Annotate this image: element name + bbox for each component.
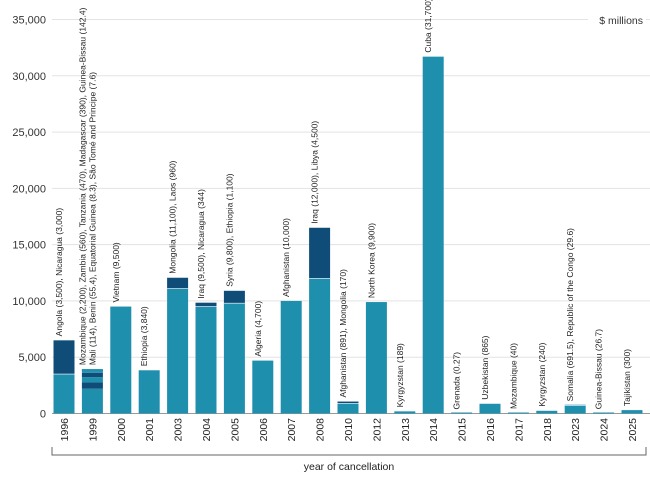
- bar-segment-2006-0: [252, 360, 274, 414]
- y-tick-label: 0: [40, 409, 46, 421]
- bar-segment-1996-1: [53, 340, 75, 375]
- bar-label-2010: Afghanistan (891), Mongolia (170): [338, 269, 348, 398]
- bar-segment-2000-0: [110, 306, 132, 414]
- bar-label-1996: Angola (3,500), Nicaragua (3,000): [54, 208, 64, 337]
- bar-label-2023: Somalia (691.5), Republic of the Congo (…: [565, 228, 575, 402]
- bar-label-2004: Iraq (9,500), Nicaragua (344): [196, 189, 206, 299]
- bar-label-2013: Kyrgyzstan (189): [395, 343, 405, 407]
- bar-segment-1996-0: [53, 374, 75, 414]
- bar-segment-1999-2: [81, 377, 103, 383]
- bar-segment-2025-0: [621, 410, 643, 414]
- x-tick-label-2004: 2004: [201, 418, 213, 442]
- bar-segment-1999-4: [81, 371, 103, 373]
- bar-segment-1999-0: [81, 388, 103, 414]
- bar-label-1999-0: Mozambique (2,200), Zambia (560), Tanzan…: [77, 7, 87, 365]
- bar-segment-2014-0: [422, 56, 444, 414]
- bar-segment-2008-1: [309, 227, 331, 279]
- x-tick-label-2007: 2007: [286, 418, 298, 442]
- bar-segment-2024-0: [593, 412, 615, 414]
- bar-label-2025: Tajikistan (300): [622, 349, 632, 406]
- bar-segment-2012-0: [365, 302, 387, 414]
- bar-label-2005: Syria (9,800), Ethiopia (1,100): [224, 173, 234, 287]
- bar-label-2000: Vietnam (9,500): [111, 242, 121, 302]
- bar-segment-2005-1: [223, 290, 245, 304]
- bar-segment-2003-0: [167, 288, 189, 414]
- x-tick-label-2025: 2025: [627, 418, 639, 442]
- bar-segment-2001-0: [138, 370, 160, 414]
- y-tick-label: 15,000: [12, 240, 46, 252]
- bar-segment-1999-8: [81, 369, 103, 371]
- bar-label-2024: Guinea-Bissau (26.7): [594, 329, 604, 409]
- bar-segment-2004-0: [195, 306, 217, 414]
- y-tick-label: 25,000: [12, 127, 46, 139]
- unit-label-background: [588, 12, 646, 28]
- bar-label-2017: Mozambique (40): [508, 343, 518, 409]
- bar-segment-2013-0: [394, 411, 416, 414]
- bar-segment-2023-1: [564, 404, 586, 406]
- bar-label-2016: Uzbekistan (865): [480, 335, 490, 399]
- y-axis-ticks: 0 5,000 10,000 15,000 20,000 25,000 30,000 35,0…: [12, 15, 46, 421]
- bar-label-2006: Algeria (4,700): [253, 301, 263, 357]
- gridlines: [52, 19, 650, 414]
- x-tick-label-2006: 2006: [258, 418, 270, 442]
- bar-segment-2005-0: [223, 303, 245, 414]
- x-tick-label-2000: 2000: [116, 418, 128, 442]
- bar-label-2003: Mongolia (11,100), Laos (960): [168, 160, 178, 273]
- x-axis-bracket: [51, 447, 647, 456]
- bar-label-1999-1: Mali (114), Benin (55.4), Equatorial Gui…: [87, 72, 97, 365]
- bar-label-2018: Kyrgyzstan (240): [537, 342, 547, 406]
- x-tick-label-2001: 2001: [144, 418, 156, 442]
- bar-segment-1999-3: [81, 372, 103, 378]
- bar-segment-1999-1: [81, 382, 103, 389]
- bar-label-2012: North Korea (9,900): [366, 223, 376, 298]
- bar-label-2001: Ethiopia (3,840): [139, 306, 149, 366]
- bar-segment-2017-0: [507, 412, 529, 414]
- y-tick-label: 5,000: [18, 352, 46, 364]
- bar-labels: Angola (3,500), Nicaragua (3,000) Mozambi…: [54, 0, 632, 409]
- bar-label-2008: Iraq (12,000), Libya (4,500): [310, 121, 320, 224]
- bar-segment-2018-0: [536, 410, 558, 414]
- x-axis: 1996 1999 2000 2001 2003 2004 2005 2006 2007 2008…: [51, 418, 647, 456]
- x-tick-label-2023: 2023: [570, 418, 582, 442]
- bar-segment-2010-1: [337, 401, 359, 404]
- x-tick-label-2005: 2005: [229, 418, 241, 442]
- y-tick-label: 30,000: [12, 71, 46, 83]
- x-tick-label-2010: 2010: [343, 418, 355, 442]
- bar-segment-2010-0: [337, 403, 359, 414]
- bar-label-2014: Cuba (31,700): [423, 0, 433, 53]
- unit-label: $ millions: [599, 15, 643, 27]
- y-tick-label: 10,000: [12, 296, 46, 308]
- bar-segment-2003-1: [167, 277, 189, 289]
- x-tick-label-2014: 2014: [428, 418, 440, 442]
- bar-segment-2016-0: [479, 403, 501, 414]
- x-tick-label-2024: 2024: [599, 418, 611, 442]
- x-tick-label-2003: 2003: [173, 418, 185, 442]
- bar-label-2015: Grenada (0.27): [452, 352, 462, 410]
- bar-segment-2007-0: [280, 300, 302, 414]
- x-tick-label-2017: 2017: [513, 418, 525, 442]
- x-tick-label-1996: 1996: [59, 418, 71, 442]
- bar-segment-1999-5: [81, 370, 103, 372]
- x-tick-label-2018: 2018: [542, 418, 554, 442]
- bar-segment-2023-0: [564, 405, 586, 414]
- x-tick-label-1999: 1999: [87, 418, 99, 442]
- x-tick-label-2012: 2012: [371, 418, 383, 442]
- y-tick-label: 20,000: [12, 183, 46, 195]
- bar-label-2007: Afghanistan (10,000): [281, 218, 291, 297]
- y-tick-label: 35,000: [12, 15, 46, 27]
- x-tick-label-2015: 2015: [457, 418, 469, 442]
- x-axis-title: year of cancellation: [304, 461, 395, 473]
- bar-segment-2008-0: [309, 278, 331, 414]
- x-tick-label-2008: 2008: [315, 418, 327, 442]
- bar-segment-2015-0: [451, 412, 473, 414]
- bar-segment-2004-1: [195, 302, 217, 307]
- x-tick-label-2016: 2016: [485, 418, 497, 442]
- x-tick-label-2013: 2013: [400, 418, 412, 442]
- bars: [53, 56, 643, 414]
